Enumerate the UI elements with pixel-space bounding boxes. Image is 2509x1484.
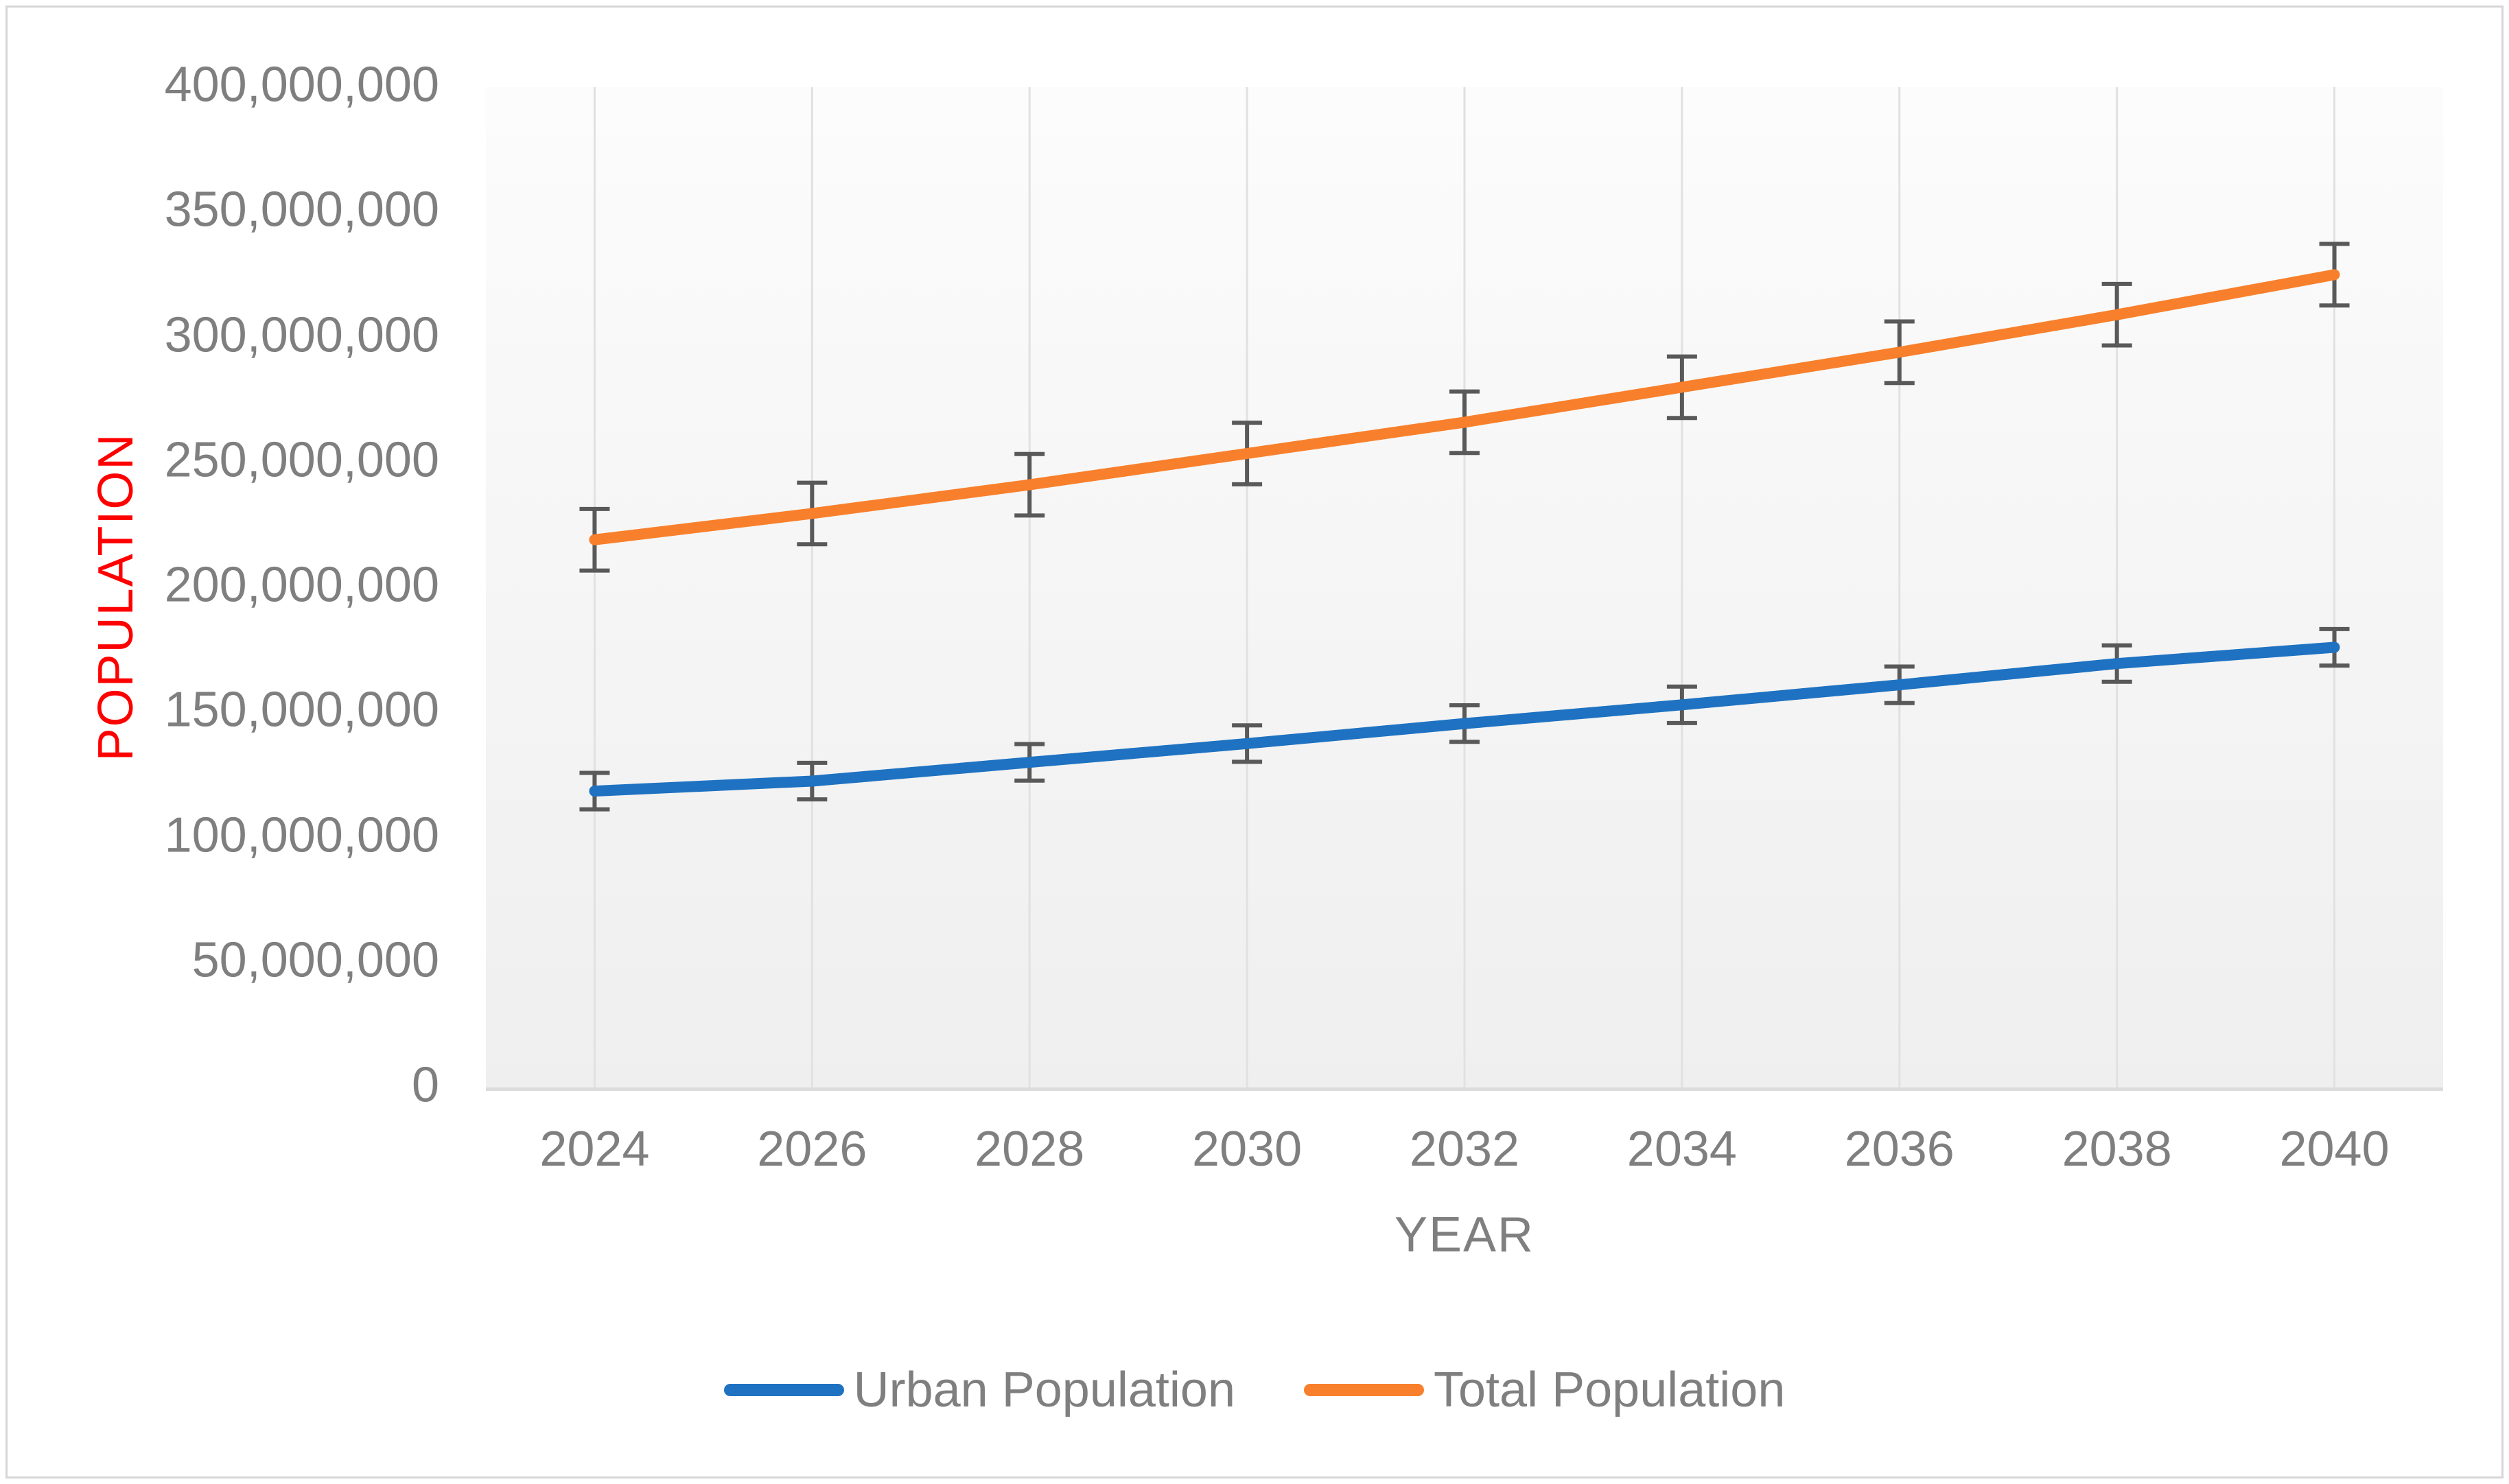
x-tick-label: 2040 [2279, 1122, 2390, 1177]
x-tick-label: 2026 [757, 1122, 867, 1177]
urban-population-line [589, 641, 2340, 797]
chart-canvas [579, 87, 2350, 1087]
y-tick-label: 0 [411, 1057, 439, 1113]
x-tick-label: 2030 [1192, 1122, 1303, 1177]
x-tick-label: 2024 [539, 1122, 650, 1177]
x-tick-label: 2034 [1626, 1122, 1737, 1177]
y-tick-label: 400,000,000 [164, 57, 439, 113]
x-tick-label: 2032 [1409, 1122, 1520, 1177]
x-tick-label: 2028 [975, 1122, 1085, 1177]
legend-label: Total Population [1434, 1363, 1786, 1417]
x-axis-title: YEAR [1394, 1208, 1535, 1262]
y-tick-label: 150,000,000 [164, 682, 439, 738]
x-tick-label: 2036 [1844, 1122, 1954, 1177]
y-tick-label: 300,000,000 [164, 307, 439, 363]
x-tick-label: 2038 [2062, 1122, 2172, 1177]
y-axis-title: POPULATION [89, 432, 143, 762]
urban-population-line-swatch [723, 1384, 844, 1396]
total-population-line [589, 269, 2340, 545]
legend-label: Urban Population [853, 1363, 1235, 1417]
legend-entry-urban-population: Urban Population [723, 1362, 1235, 1418]
y-tick-label: 350,000,000 [164, 182, 439, 237]
legend-entry-total-population: Total Population [1304, 1362, 1785, 1418]
legend: Urban Population Total Population [0, 1362, 2509, 1418]
y-tick-label: 100,000,000 [164, 808, 439, 863]
y-tick-label: 200,000,000 [164, 557, 439, 613]
y-tick-label: 50,000,000 [191, 932, 439, 988]
y-tick-label: 250,000,000 [164, 432, 439, 488]
total-population-line-swatch [1304, 1384, 1424, 1396]
